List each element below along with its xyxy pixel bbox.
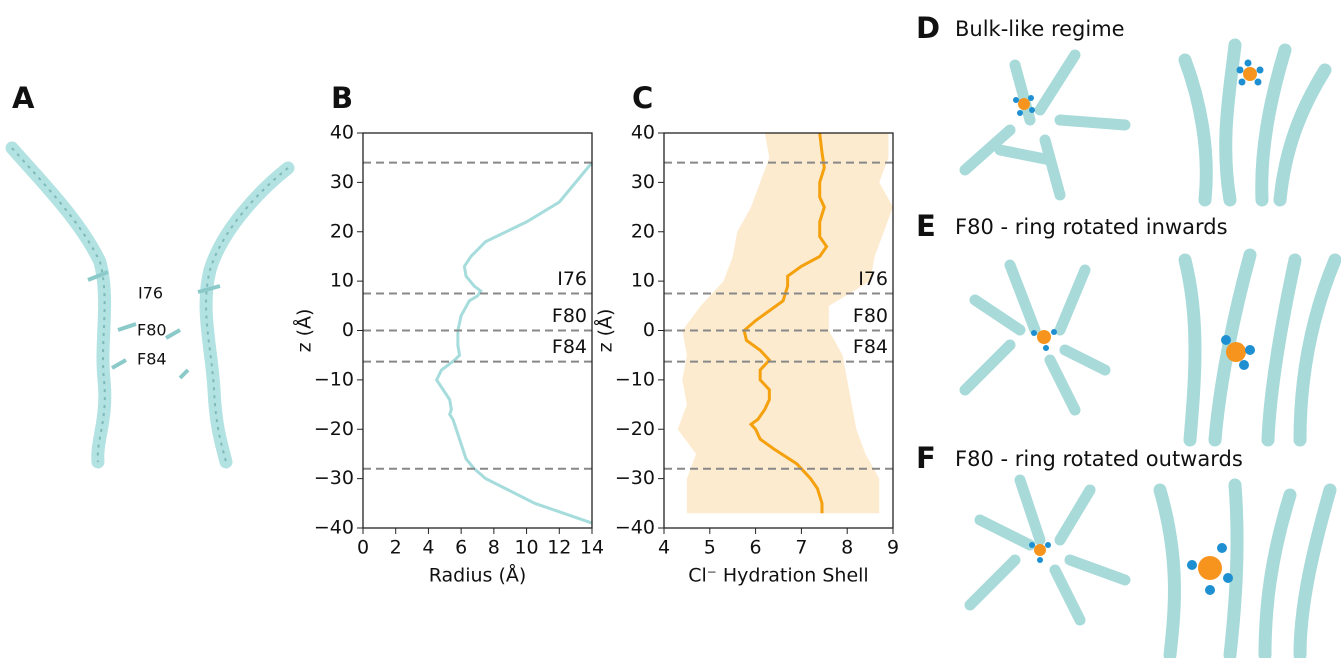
y-tick-label: −30 <box>615 467 655 489</box>
panel-label: F <box>916 441 936 475</box>
y-tick-label: 30 <box>330 171 354 193</box>
x-tick-label: 5 <box>704 537 716 559</box>
reference-label: F84 <box>552 336 587 358</box>
plot-frame <box>362 132 593 529</box>
x-tick-label: 0 <box>357 537 369 559</box>
structure-top-view <box>959 49 1131 626</box>
x-tick-label: 6 <box>750 537 762 559</box>
x-tick-label: 2 <box>390 537 402 559</box>
x-tick-label: 8 <box>488 537 500 559</box>
panel-label: A <box>12 81 35 115</box>
y-tick-label: 20 <box>330 220 354 242</box>
x-axis-label: Radius (Å) <box>429 564 527 587</box>
y-tick-label: 40 <box>631 122 655 144</box>
x-tick-label: 6 <box>455 537 467 559</box>
band <box>677 133 893 514</box>
y-tick-label: −10 <box>615 368 655 390</box>
reference-label: I76 <box>858 268 888 290</box>
y-tick-label: −40 <box>615 517 655 539</box>
y-tick-label: −40 <box>314 517 354 539</box>
panel-title: F80 - ring rotated outwards <box>955 447 1243 471</box>
ion <box>1013 59 1264 595</box>
x-tick-label: 10 <box>514 537 538 559</box>
x-tick-label: 12 <box>547 537 571 559</box>
reference-label: F84 <box>853 336 888 358</box>
x-tick-label: 7 <box>795 537 807 559</box>
line <box>742 132 829 514</box>
y-axis-label: z (Å) <box>293 309 316 353</box>
line <box>434 161 594 525</box>
panel-label: C <box>632 81 653 115</box>
x-tick-label: 8 <box>841 537 853 559</box>
x-tick-label: 14 <box>580 537 604 559</box>
residue-label: I76 <box>138 284 163 303</box>
panel-label: E <box>916 209 936 243</box>
x-tick-label: 4 <box>658 537 670 559</box>
residue-label: F80 <box>137 321 167 340</box>
reference-label: F80 <box>853 305 888 327</box>
y-tick-label: −30 <box>314 467 354 489</box>
residue-label: F84 <box>137 350 167 369</box>
panel-title: Bulk-like regime <box>955 17 1125 41</box>
y-tick-label: 20 <box>631 220 655 242</box>
y-tick-label: 30 <box>631 171 655 193</box>
x-axis-label: Cl⁻ Hydration Shell <box>688 565 868 587</box>
reference-label: F80 <box>552 305 587 327</box>
y-tick-label: −20 <box>615 418 655 440</box>
y-tick-label: −10 <box>314 368 354 390</box>
y-tick-label: 10 <box>330 270 354 292</box>
y-tick-label: 10 <box>631 270 655 292</box>
panel-label: B <box>331 81 353 115</box>
panel-label: D <box>916 11 940 45</box>
panel-title: F80 - ring rotated inwards <box>955 215 1228 239</box>
structure-a <box>5 141 295 469</box>
x-tick-label: 9 <box>887 537 899 559</box>
y-tick-label: 0 <box>643 319 655 341</box>
y-tick-label: 40 <box>330 122 354 144</box>
y-axis-label: z (Å) <box>594 309 617 353</box>
y-tick-label: 0 <box>342 319 354 341</box>
reference-label: I76 <box>557 268 587 290</box>
x-tick-label: 4 <box>422 537 434 559</box>
y-tick-label: −20 <box>314 418 354 440</box>
